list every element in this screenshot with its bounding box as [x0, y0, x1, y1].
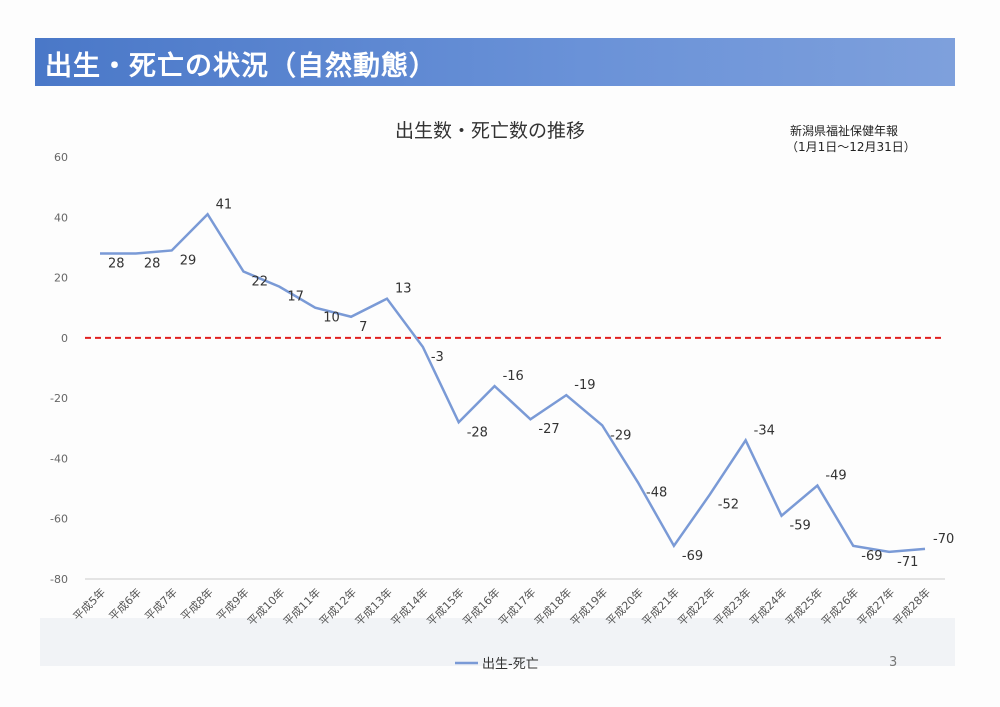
- data-label: -34: [754, 423, 775, 438]
- x-tick-label: 平成12年: [316, 585, 359, 628]
- x-tick-label: 平成11年: [280, 585, 323, 628]
- data-label: -16: [503, 369, 524, 384]
- legend-label: 出生-死亡: [482, 657, 539, 672]
- x-tick-label: 平成23年: [711, 585, 754, 628]
- x-tick-label: 平成21年: [639, 585, 682, 628]
- y-tick-label: -60: [50, 513, 68, 526]
- y-tick-label: -40: [50, 452, 68, 465]
- data-label: 28: [108, 256, 125, 271]
- data-label: 28: [144, 256, 161, 271]
- x-tick-label: 平成20年: [603, 585, 646, 628]
- data-label: -71: [897, 555, 918, 570]
- y-tick-label: 60: [54, 151, 68, 164]
- data-label: -28: [467, 425, 488, 440]
- page-number: 3: [889, 655, 898, 670]
- source-label: 新潟県福祉保健年報: [790, 124, 899, 138]
- x-tick-label: 平成16年: [460, 585, 503, 628]
- x-tick-label: 平成28年: [890, 585, 933, 628]
- data-label: -59: [790, 519, 811, 534]
- y-tick-label: -80: [50, 573, 68, 586]
- x-tick-label: 平成22年: [675, 585, 718, 628]
- data-label: -69: [682, 549, 703, 564]
- x-tick-label: 平成17年: [495, 585, 538, 628]
- page-title: 出生・死亡の状況（自然動態）: [45, 51, 437, 82]
- x-tick-label: 平成18年: [531, 585, 574, 628]
- data-label: -69: [861, 549, 882, 564]
- x-tick-label: 平成6年: [106, 585, 144, 623]
- x-tick-label: 平成8年: [178, 585, 216, 623]
- data-label: 17: [287, 290, 304, 305]
- series-line-births-minus-deaths: [100, 212, 926, 554]
- x-tick-label: 平成19年: [567, 585, 610, 628]
- x-tick-label: 平成25年: [782, 585, 825, 628]
- x-tick-label: 平成24年: [747, 585, 790, 628]
- data-label: 10: [323, 311, 340, 326]
- y-tick-label: 40: [54, 211, 68, 224]
- x-tick-label: 平成26年: [818, 585, 861, 628]
- data-label: -27: [538, 422, 559, 437]
- data-label: 29: [180, 253, 197, 268]
- data-label: -48: [646, 486, 667, 501]
- y-tick-label: -20: [50, 392, 68, 405]
- data-label: 22: [251, 275, 268, 290]
- data-label: -29: [610, 428, 631, 443]
- x-tick-label: 平成14年: [388, 585, 431, 628]
- data-label: 7: [359, 320, 367, 335]
- x-tick-label: 平成15年: [424, 585, 467, 628]
- chart-title: 出生数・死亡数の推移: [395, 120, 585, 142]
- data-label: -52: [718, 498, 739, 513]
- y-tick-label: 0: [61, 332, 68, 345]
- data-label: -70: [933, 532, 954, 547]
- x-tick-label: 平成7年: [142, 585, 180, 623]
- x-tick-label: 平成27年: [854, 585, 897, 628]
- data-label: -49: [825, 469, 846, 484]
- data-label: 13: [395, 282, 412, 297]
- x-tick-label: 平成10年: [244, 585, 287, 628]
- data-label: -3: [431, 350, 444, 365]
- x-tick-label: 平成5年: [70, 585, 108, 623]
- data-label: 41: [216, 197, 233, 212]
- y-tick-label: 20: [54, 272, 68, 285]
- source-period: （1月1日～12月31日）: [786, 140, 916, 154]
- data-label: -19: [574, 378, 595, 393]
- faded-footer-band: [40, 618, 955, 666]
- x-tick-label: 平成13年: [352, 585, 395, 628]
- header-banner: 出生・死亡の状況（自然動態）: [35, 38, 955, 86]
